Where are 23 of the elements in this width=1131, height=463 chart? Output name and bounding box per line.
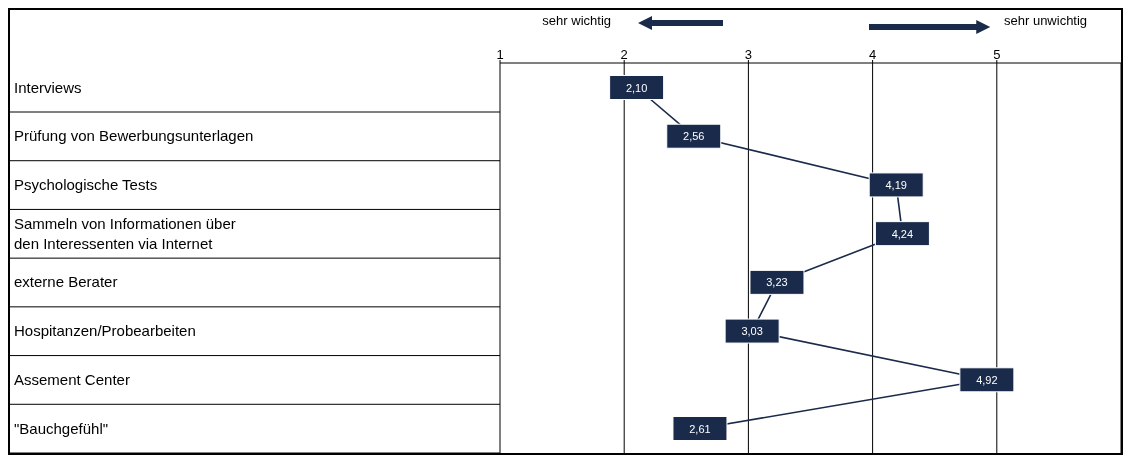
y-tick-label: externe Berater — [14, 273, 118, 291]
x2-tick-label: 1 — [496, 47, 504, 62]
data-label: 4,19 — [885, 178, 907, 191]
text: sehr wichtig — [542, 13, 611, 28]
x2-tick-label: 5 — [993, 47, 1001, 62]
x2-tick-label: 2 — [620, 47, 628, 62]
data-label: 4,92 — [976, 373, 998, 386]
data-label: 4,24 — [891, 227, 914, 240]
data-label: 2,61 — [689, 422, 711, 435]
x2-tick-label: 3 — [744, 47, 753, 62]
y-tick-label: Hospitanzen/Probearbeiten — [14, 322, 196, 340]
data-label: 2,56 — [683, 130, 705, 143]
data-label: 3,03 — [741, 325, 763, 338]
x2-tick-label: 4 — [868, 47, 877, 62]
y-tick-label: Interviews — [14, 78, 82, 96]
y-tick-label: "Bauchgefühl" — [14, 419, 109, 437]
y-tick-label: Sammeln von Informationen über den Interessenten via Internet — [14, 214, 236, 252]
y-tick-label: Prüfung von Bewerbungsunterlagen — [14, 127, 254, 145]
y-tick-label: Assement Center — [14, 370, 130, 388]
text: sehr unwichtig — [1004, 13, 1088, 28]
data-label: 2,10 — [625, 81, 648, 94]
y-tick-label: Psychologische Tests — [14, 175, 158, 193]
data-label: 3,23 — [766, 276, 788, 289]
